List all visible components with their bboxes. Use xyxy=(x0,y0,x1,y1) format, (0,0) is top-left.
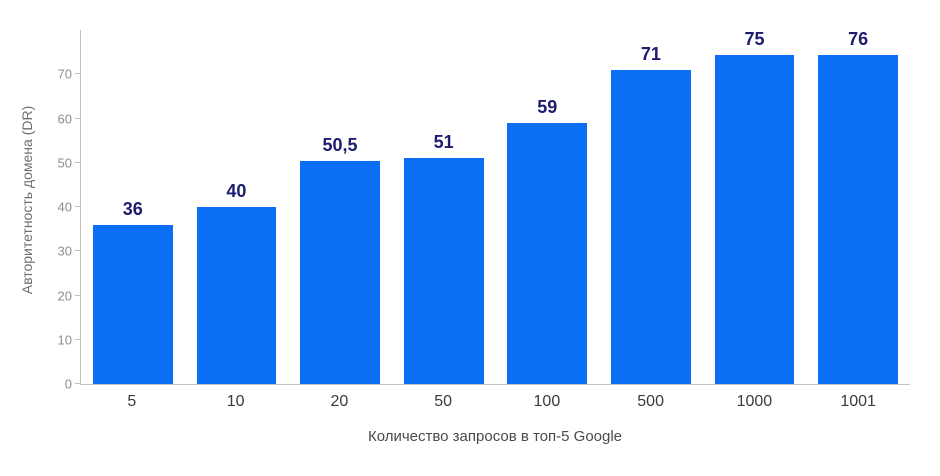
y-tick-mark xyxy=(75,206,80,207)
bar-value-label: 75 xyxy=(744,29,765,49)
bar-slot: 59 xyxy=(496,30,600,384)
bar-value-label: 40 xyxy=(226,181,247,201)
bar xyxy=(92,224,173,384)
y-tick-label: 70 xyxy=(57,66,72,82)
y-tick-mark xyxy=(75,161,80,163)
bar xyxy=(818,55,899,384)
bar xyxy=(507,122,588,384)
bar-slot: 36 xyxy=(81,30,185,384)
bar-value-label: 51 xyxy=(433,132,454,153)
bar xyxy=(611,69,691,384)
plot-area: 36 40 50,5 51 59 71 75 76 0 10 20 30 40 50 60 70 xyxy=(58,30,910,391)
x-tick-label: 20 xyxy=(330,393,349,410)
y-tick-mark xyxy=(75,117,80,119)
bar xyxy=(300,160,380,384)
bar-slot: 75 xyxy=(703,30,807,384)
bar-slot: 51 xyxy=(392,30,496,384)
y-tick-mark xyxy=(75,73,80,75)
x-axis-title: Количество запросов в топ-5 Google xyxy=(367,428,623,445)
bar-value-label: 50,5 xyxy=(322,134,358,155)
x-tick-label: 10 xyxy=(226,393,245,410)
x-tick-label: 1001 xyxy=(840,393,876,410)
y-axis-title: Авторитетность домена (DR) xyxy=(19,105,35,295)
y-tick-label: 60 xyxy=(57,111,72,126)
bar-slot: 71 xyxy=(599,30,703,384)
bar-slot: 50,5 xyxy=(288,30,392,384)
y-tick-mark xyxy=(75,250,80,252)
y-tick-label: 50 xyxy=(57,155,72,171)
y-tick-mark xyxy=(75,383,80,384)
bar xyxy=(714,55,795,384)
x-labels-row: 5 10 20 50 100 500 1000 1001 xyxy=(80,393,910,411)
bar-value-label: 71 xyxy=(640,43,661,64)
y-tick-label: 0 xyxy=(64,376,72,392)
bar-slot: 40 xyxy=(185,30,289,384)
y-tick-label: 10 xyxy=(57,332,72,348)
bar xyxy=(403,158,484,384)
bar xyxy=(196,207,277,384)
y-tick-mark xyxy=(75,294,80,296)
x-tick-label: 100 xyxy=(533,393,561,410)
y-tick-label: 30 xyxy=(57,243,72,259)
x-tick-label: 500 xyxy=(637,393,664,410)
y-tick-label: 20 xyxy=(57,288,72,303)
bar-slot: 76 xyxy=(806,30,910,384)
y-tick-mark xyxy=(75,338,80,340)
x-tick-label: 1000 xyxy=(736,393,773,410)
bars-row: 36 40 50,5 51 59 71 75 76 xyxy=(81,30,910,384)
x-tick-label: 50 xyxy=(434,393,453,410)
bar-value-label: 59 xyxy=(537,96,558,117)
x-tick-label: 5 xyxy=(127,393,137,410)
bar-value-label: 36 xyxy=(122,198,143,219)
bar-value-label: 76 xyxy=(848,29,869,49)
y-tick-label: 40 xyxy=(57,199,72,215)
